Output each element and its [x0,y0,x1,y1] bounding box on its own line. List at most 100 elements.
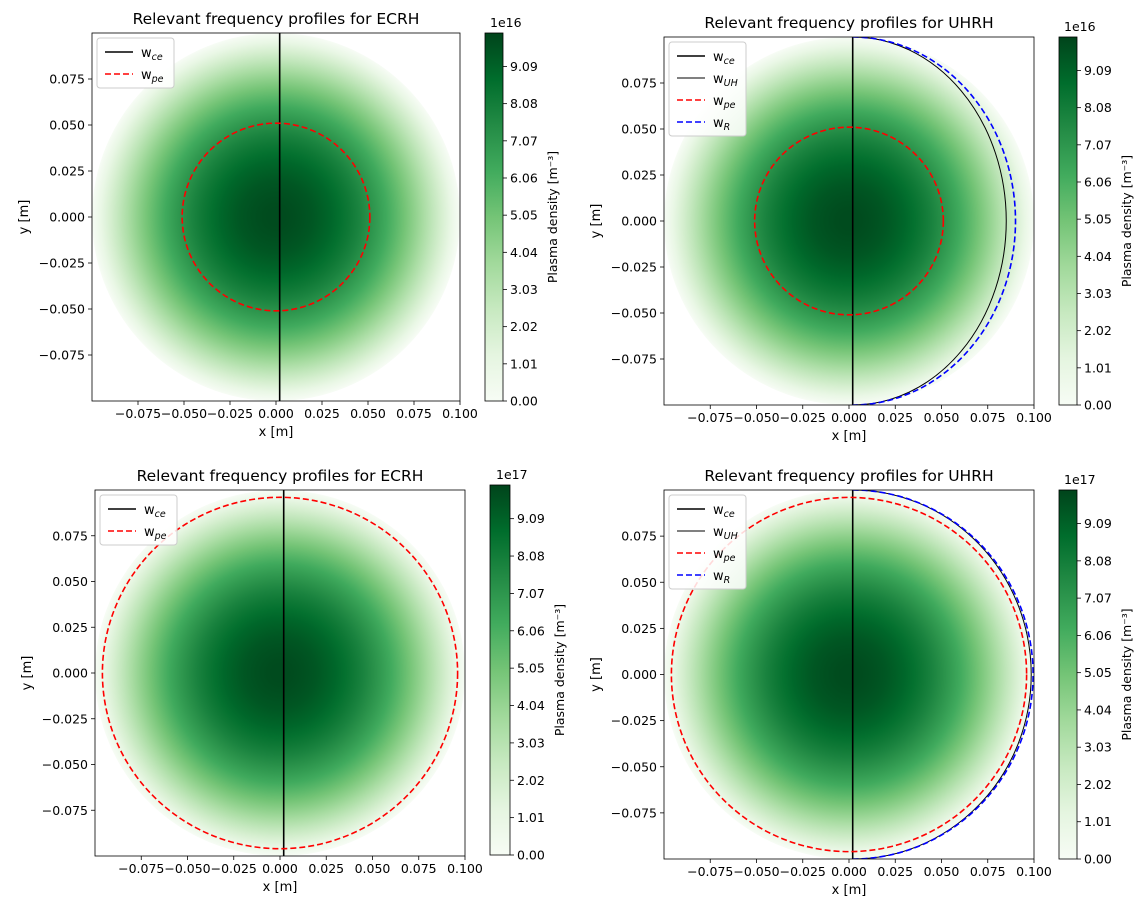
y-tick-label: −0.025 [611,713,657,728]
w-pe-line [101,496,459,850]
legend-label-ce: wce [141,46,163,63]
legend-label-pe: wpe [141,68,164,85]
x-tick-label: 0.075 [970,864,1006,879]
plasma-density-map [92,33,460,401]
x-tick-label: −0.025 [780,410,826,425]
legend-label-subscript: R [724,122,731,133]
x-axis-label: x [m] [263,880,298,895]
colorbar-tick-label: 7.07 [1084,591,1112,606]
y-tick-label: 0.050 [621,575,657,590]
legend: wce wpe [96,37,175,89]
legend-label-r: wR [713,569,730,586]
colorbar-label: Plasma density [m⁻³] [545,151,560,283]
colorbar-tick-label: 8.08 [517,549,545,564]
legend-label-uh: wUH [713,72,738,89]
legend-label-subscript: pe [154,531,167,542]
chart-panel-4: −0.075 −0.050 −0.025 0.000 0.025 0.050 0.075 0.… [589,467,1134,898]
colorbar-tick-label: 3.03 [1084,740,1112,755]
colorbar-tick-label: 0.00 [1084,852,1112,867]
x-tick-label: 0.100 [1016,410,1052,425]
colorbar-tick-label: 9.09 [1084,63,1112,78]
colorbar-tick-label: 2.02 [1084,777,1112,792]
legend-box [668,494,747,590]
legend-label-base: w [144,503,155,518]
y-tick-label: 0.075 [621,529,657,544]
y-tick-label: 0.000 [52,666,88,681]
chart-title: Relevant frequency profiles for UHRH [704,467,993,485]
colorbar-tick-label: 9.09 [510,59,538,74]
legend-label-subscript: R [724,575,731,586]
colorbar-tick-label: 2.02 [1084,323,1112,338]
colorbar-tick-label: 5.05 [510,208,538,223]
y-tick-label: −0.025 [42,711,88,726]
y-tick-label: 0.000 [621,667,657,682]
x-tick-label: −0.025 [780,864,826,879]
y-tick-label: 0.075 [52,528,88,543]
legend-label-base: w [144,525,155,540]
chart-title: Relevant frequency profiles for ECRH [133,10,420,28]
y-tick-label: 0.025 [621,168,657,183]
y-tick-label: −0.075 [39,348,85,363]
x-tick-label: 0.025 [304,406,340,421]
legend-label-base: w [713,94,724,109]
y-tick-label: −0.075 [611,805,657,820]
plasma-density-map [95,490,465,856]
y-tick-label: 0.000 [621,214,657,229]
colorbar: 0.00 1.01 2.02 3.03 4.04 5.05 6.06 7.07 8.08 9.09… [1058,19,1134,413]
x-tick-label: −0.050 [733,864,779,879]
x-tick-label: −0.025 [207,406,253,421]
y-axis-label: y [m] [589,657,604,692]
colorbar-exponent: 1e16 [490,15,522,30]
y-tick-label: 0.025 [49,164,85,179]
legend-box [668,41,747,137]
legend-label-ce: wce [713,50,735,67]
legend-label-base: w [141,68,152,83]
y-tick-label: 0.025 [52,620,88,635]
x-tick-label: −0.050 [164,861,210,876]
legend-label-pe: wpe [144,525,167,542]
colorbar-label: Plasma density [m⁻³] [1119,155,1134,287]
colorbar-tick-label: 0.00 [510,394,538,409]
y-tick-label: −0.075 [611,352,657,367]
legend-label-subscript: UH [724,78,738,89]
chart-title: Relevant frequency profiles for UHRH [704,14,993,32]
plasma-density-map [664,490,1034,859]
y-tick-label: −0.025 [611,260,657,275]
colorbar-exponent: 1e17 [496,467,528,482]
colorbar-tick-label: 8.08 [1084,100,1112,115]
y-tick-label: 0.075 [621,76,657,91]
legend-label-subscript: pe [151,74,164,85]
colorbar-tick-label: 1.01 [1084,360,1112,375]
plot-content [664,37,1034,405]
colorbar-tick-label: 0.00 [517,848,545,863]
colorbar-exponent: 1e16 [1064,19,1096,34]
y-tick-label: 0.025 [621,621,657,636]
colorbar-tick-label: 3.03 [517,735,545,750]
colorbar-tick-label: 6.06 [1084,174,1112,189]
x-tick-label: 0.000 [258,406,294,421]
colorbar-tick-label: 9.09 [517,511,545,526]
colorbar: 0.00 1.01 2.02 3.03 4.04 5.05 6.06 7.07 8.08 9.09… [1058,472,1134,867]
w-pe-line [753,126,945,316]
legend-label-base: w [713,50,724,65]
y-tick-label: −0.050 [611,306,657,321]
colorbar-tick-label: 8.08 [510,96,538,111]
x-tick-label: −0.050 [161,406,207,421]
legend-label-r: wR [713,116,730,133]
chart-panel-1: −0.075 −0.050 −0.025 0.000 0.025 0.050 0.075 0.… [17,10,560,440]
legend-label-base: w [713,72,724,87]
colorbar-bar [484,32,504,402]
x-tick-label: −0.075 [115,406,161,421]
y-tick-label: 0.050 [49,118,85,133]
colorbar-tick-label: 7.07 [1084,137,1112,152]
w-pe-line [181,122,371,312]
colorbar-tick-label: 5.05 [517,661,545,676]
x-axis-label: x [m] [259,425,294,440]
legend-box [99,494,178,546]
y-tick-label: 0.050 [621,122,657,137]
colorbar-tick-label: 1.01 [510,356,538,371]
legend-label-subscript: ce [724,509,735,520]
